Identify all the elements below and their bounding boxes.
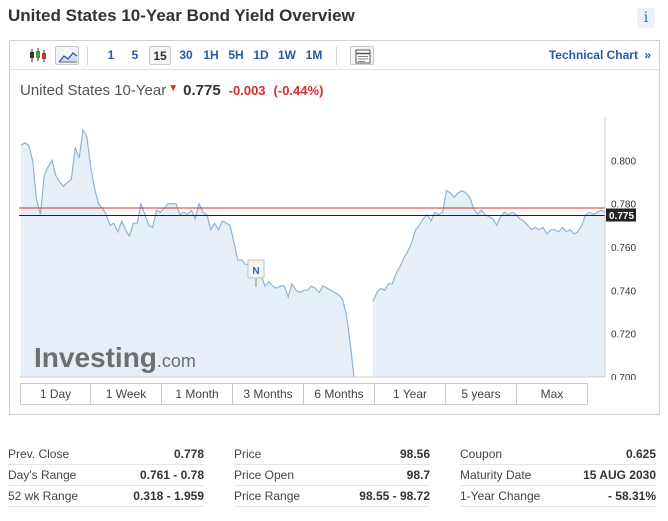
stat-label: Day's Range: [8, 468, 77, 482]
interval-15[interactable]: 15: [149, 46, 171, 65]
stat-value: 98.56: [399, 447, 430, 461]
series-area: [373, 190, 605, 377]
price-change-percent: (-0.44%): [273, 83, 324, 98]
page-title: United States 10-Year Bond Yield Overvie…: [8, 6, 355, 25]
stat-label: Coupon: [460, 447, 503, 461]
stat-value: 0.778: [173, 447, 204, 461]
quote-line: United States 10-Year ▼ 0.775 -0.003 (-0.44%…: [20, 82, 323, 99]
interval-5[interactable]: 5: [131, 48, 139, 62]
last-price-label: 0.775: [609, 211, 634, 222]
series-line: [372, 189, 606, 302]
stat-value: - 58.31%: [607, 489, 656, 503]
stat-label: 1-Year Change: [460, 489, 541, 503]
stat-row: Prev. Close 0.778: [8, 444, 204, 465]
stat-label: Price Range: [234, 489, 301, 503]
stat-label: Price Open: [234, 468, 295, 482]
range-1-month[interactable]: 1 Month: [162, 384, 233, 404]
range-5-years[interactable]: 5 years: [446, 384, 517, 404]
stat-row: Coupon 0.625: [460, 444, 656, 465]
stat-value: 0.318 - 1.959: [133, 489, 204, 503]
interval-1w[interactable]: 1W: [278, 48, 296, 62]
range-6-months[interactable]: 6 Months: [304, 384, 375, 404]
stat-row: Price 98.56: [234, 444, 430, 465]
toolbar-separator: [87, 47, 88, 65]
range-1-year[interactable]: 1 Year: [375, 384, 446, 404]
chart-toolbar: 1 5 15 30 1H 5H 1D 1W 1M Technical Chart…: [10, 41, 659, 70]
double-chevron-right-icon: »: [644, 48, 651, 62]
stat-row: 52 wk Range 0.318 - 1.959: [8, 486, 204, 507]
stat-value: 98.55 - 98.72: [359, 489, 430, 503]
news-marker-box: [247, 259, 265, 279]
stat-row: Price Range 98.55 - 98.72: [234, 486, 430, 507]
last-price-badge: [606, 208, 636, 222]
price-chart[interactable]: 0.8000.7800.7600.7400.7200.7000.77518:00…: [19, 117, 659, 380]
range-1-day[interactable]: 1 Day: [21, 384, 91, 404]
interval-1h[interactable]: 1H: [203, 48, 219, 62]
stat-value: 0.625: [625, 447, 656, 461]
y-tick-label: 0.760: [611, 243, 636, 254]
series-area: [21, 130, 354, 377]
y-tick-label: 0.740: [611, 286, 636, 297]
info-icon[interactable]: i: [637, 8, 655, 28]
stat-label: Maturity Date: [460, 468, 532, 482]
interval-1[interactable]: 1: [107, 48, 115, 62]
y-tick-label: 0.720: [611, 330, 636, 341]
price-change: -0.003: [228, 83, 266, 98]
series-line: [20, 128, 355, 378]
interval-30[interactable]: 30: [179, 48, 193, 62]
y-tick-label: 0.780: [611, 200, 636, 211]
technical-chart-label: Technical Chart: [548, 48, 638, 62]
investing-logo: Investing.com: [34, 342, 196, 373]
range-selector: 1 Day 1 Week 1 Month 3 Months 6 Months 1…: [20, 383, 588, 405]
stat-label: 52 wk Range: [8, 489, 79, 503]
range-1-week[interactable]: 1 Week: [91, 384, 162, 404]
range-3-months[interactable]: 3 Months: [233, 384, 304, 404]
y-tick-label: 0.700: [611, 373, 636, 380]
technical-chart-link[interactable]: Technical Chart »: [549, 48, 651, 62]
interval-5h[interactable]: 5H: [228, 48, 244, 62]
instrument-name: United States 10-Year: [20, 82, 167, 99]
stat-label: Prev. Close: [8, 447, 70, 461]
stat-row: Day's Range 0.761 - 0.78: [8, 465, 204, 486]
interval-1m[interactable]: 1M: [305, 48, 323, 62]
range-max[interactable]: Max: [540, 387, 564, 401]
toolbar-separator: [336, 47, 337, 65]
news-marker-icon: N: [252, 266, 259, 277]
stat-label: Price: [234, 447, 262, 461]
arrow-down-icon: ▼: [168, 83, 179, 94]
interval-1d[interactable]: 1D: [253, 48, 269, 62]
area-chart-icon[interactable]: [55, 46, 79, 65]
candlestick-chart-icon[interactable]: [26, 46, 50, 65]
stat-row: Price Open 98.7: [234, 465, 430, 486]
stat-value: 0.761 - 0.78: [139, 468, 204, 482]
stats-column-1: Prev. Close 0.778 Day's Range 0.761 - 0.78…: [8, 444, 204, 507]
stat-row: Maturity Date 15 AUG 2030: [460, 465, 656, 486]
stat-value: 98.7: [406, 468, 430, 482]
stat-row: 1-Year Change - 58.31%: [460, 486, 656, 507]
stats-column-3: Coupon 0.625 Maturity Date 15 AUG 2030 1-Y…: [460, 444, 656, 507]
stat-value: 15 AUG 2030: [583, 468, 656, 482]
last-price: 0.775: [183, 82, 221, 99]
y-tick-label: 0.800: [611, 156, 636, 167]
table-view-icon[interactable]: [350, 46, 374, 65]
stats-column-2: Price 98.56 Price Open 98.7 Price Range 98.…: [234, 444, 430, 507]
chart-panel: 1 5 15 30 1H 5H 1D 1W 1M Technical Chart…: [9, 40, 660, 415]
